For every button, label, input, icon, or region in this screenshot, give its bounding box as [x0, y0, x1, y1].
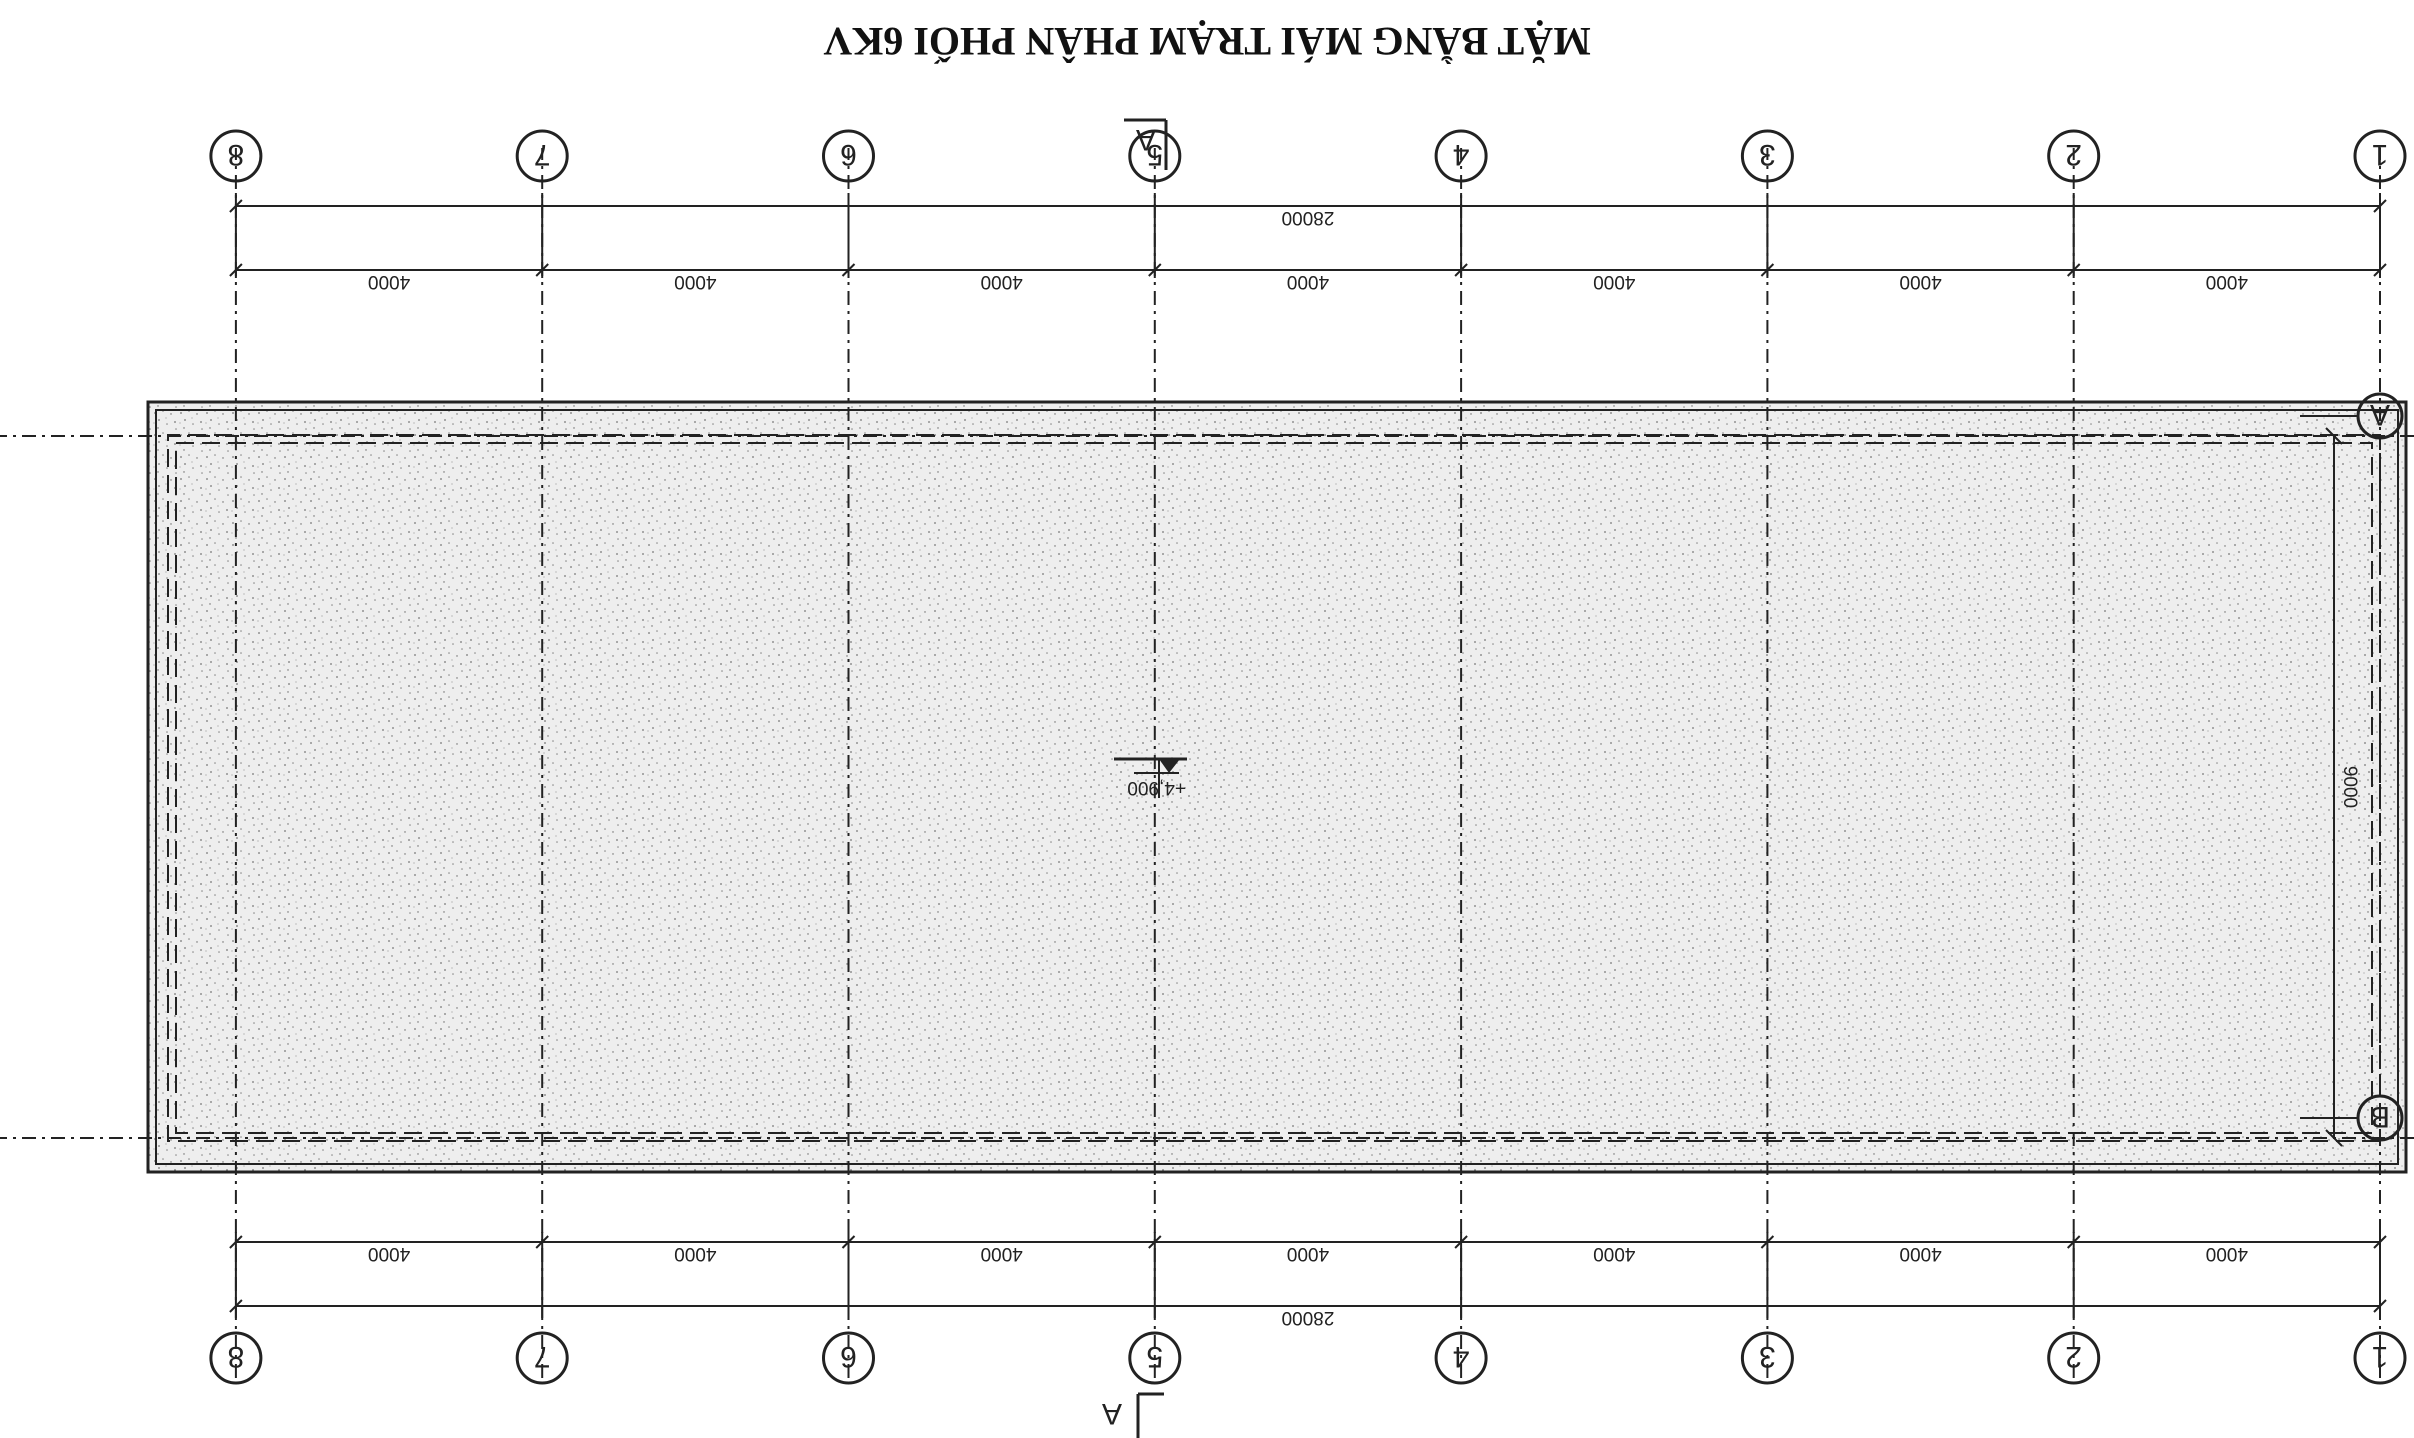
- grid-bubble-1: [2353, 1331, 2407, 1385]
- grid-label-1: 1: [2372, 138, 2389, 171]
- bay-dimension-4: 4000: [1287, 271, 1329, 292]
- row-label-B: B: [2370, 1100, 2390, 1133]
- grid-bubble-5: [1128, 1331, 1182, 1385]
- bay-dimension-2: 4000: [1899, 1243, 1941, 1264]
- bay-dimension-1: 4000: [2206, 1243, 2248, 1264]
- roof-slab: [146, 400, 2408, 1174]
- bay-dimension-6: 4000: [674, 1243, 716, 1264]
- overall-dimension: 28000: [1282, 1307, 1335, 1328]
- grid-bubble-4: [1434, 1331, 1488, 1385]
- grid-label-8: 8: [228, 138, 245, 171]
- grid-label-7: 7: [534, 138, 551, 171]
- grid-bubble-8: [209, 129, 263, 183]
- grid-bubbles-bottom: 1 2 3 4 5 6 7 8: [209, 129, 2407, 183]
- depth-dimension-label: 9000: [2339, 766, 2360, 808]
- bay-dimension-3: 4000: [1593, 1243, 1635, 1264]
- bay-dimension-4: 4000: [1287, 1243, 1329, 1264]
- grid-label-3: 3: [1759, 1340, 1776, 1373]
- roof-slab-inner-edge: [155, 409, 2399, 1165]
- grid-bubbles-top: 1 2 3 4 5 6 7 8: [209, 1331, 2407, 1385]
- grid-label-2: 2: [2065, 138, 2082, 171]
- bay-dimension-1: 4000: [2206, 271, 2248, 292]
- dimension-chain-bottom: 4000 4000 4000 4000 4000 4000 4000 28000: [229, 193, 2387, 292]
- depth-dimension: 9000: [2325, 427, 2360, 1147]
- bay-dimension-3: 4000: [1593, 271, 1635, 292]
- bay-dimension-7: 4000: [368, 1243, 410, 1264]
- row-grid-lines: [0, 435, 2414, 1139]
- bay-dimension-5: 4000: [981, 271, 1023, 292]
- section-marker-bottom: A: [1102, 1392, 1164, 1438]
- grid-label-5: 5: [1146, 1340, 1163, 1373]
- grid-bubble-6: [822, 129, 875, 183]
- grid-label-1: 1: [2372, 1340, 2389, 1373]
- bay-dimension-5: 4000: [981, 1243, 1023, 1264]
- elevation-marker: +4,900: [1114, 757, 1187, 798]
- grid-bubble-6: [822, 1331, 875, 1385]
- grid-bubble-7: [515, 1331, 569, 1385]
- grid-bubble-7: [515, 129, 569, 183]
- grid-bubble-5: [1128, 129, 1182, 183]
- row-label-A: A: [2370, 398, 2390, 431]
- grid-bubble-2: [2047, 1331, 2101, 1385]
- grid-label-7: 7: [534, 1340, 551, 1373]
- grid-label-5: 5: [1146, 138, 1163, 171]
- bay-dimension-6: 4000: [674, 271, 716, 292]
- drawing-title: MẶT BẰNG MÁI TRẠM PHÂN PHỐI 6KV: [823, 19, 1591, 65]
- section-marker-top: A: [1124, 118, 1168, 170]
- bay-dimension-7: 4000: [368, 271, 410, 292]
- section-label-bottom: A: [1102, 1397, 1122, 1430]
- bay-dimension-2: 4000: [1899, 271, 1941, 292]
- grid-label-2: 2: [2065, 1340, 2082, 1373]
- grid-bubble-4: [1434, 129, 1488, 183]
- grid-bubble-3: [1740, 129, 1794, 183]
- grid-label-6: 6: [840, 138, 857, 171]
- dimension-chain-top: 4000 4000 4000 4000 4000 4000 4000 28000: [229, 1232, 2387, 1328]
- grid-bubble-2: [2047, 129, 2101, 183]
- grid-bubble-1: [2353, 129, 2407, 183]
- grid-label-6: 6: [840, 1340, 857, 1373]
- grid-label-4: 4: [1453, 1340, 1470, 1373]
- grid-label-3: 3: [1759, 138, 1776, 171]
- elevation-label: +4,900: [1127, 777, 1186, 798]
- grid-bubble-8: [209, 1331, 263, 1385]
- parapet-line-inner: [175, 442, 2373, 1134]
- overall-dimension: 28000: [1282, 207, 1335, 228]
- grid-label-4: 4: [1453, 138, 1470, 171]
- parapet-line-outer: [167, 434, 2381, 1142]
- grid-bubble-3: [1740, 1331, 1794, 1385]
- grid-label-8: 8: [228, 1340, 245, 1373]
